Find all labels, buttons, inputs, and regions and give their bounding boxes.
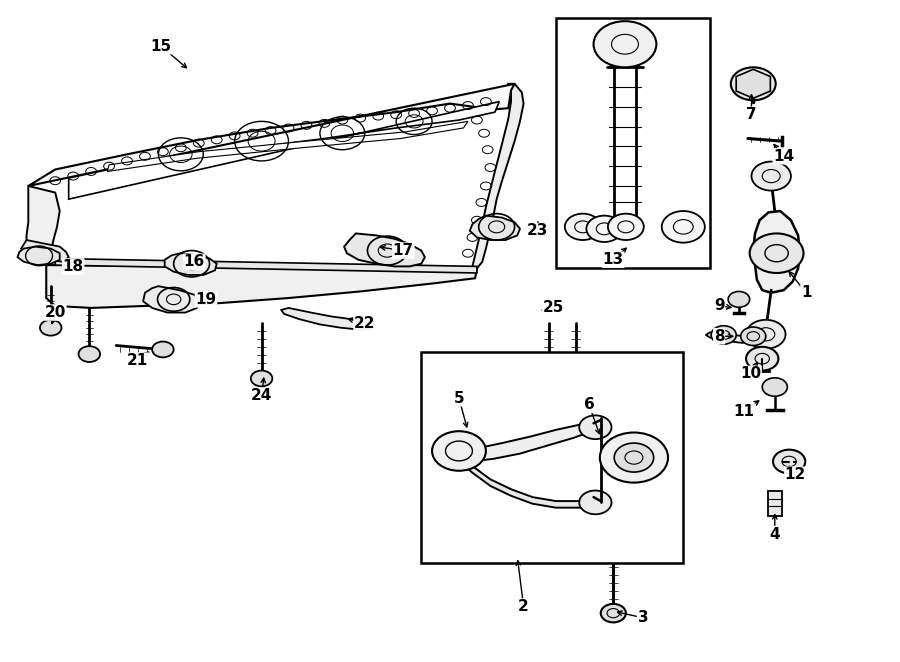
Text: 6: 6 <box>584 397 594 412</box>
Text: 25: 25 <box>543 301 564 315</box>
Circle shape <box>614 443 653 472</box>
Circle shape <box>251 371 273 387</box>
Circle shape <box>594 21 656 68</box>
Text: 13: 13 <box>603 252 624 267</box>
Circle shape <box>600 604 626 622</box>
Circle shape <box>599 432 668 483</box>
Polygon shape <box>470 216 520 240</box>
Polygon shape <box>282 308 374 330</box>
Circle shape <box>762 378 788 397</box>
Circle shape <box>662 211 705 243</box>
Polygon shape <box>459 451 594 508</box>
Circle shape <box>746 320 786 349</box>
Bar <box>768 491 782 516</box>
Polygon shape <box>107 121 468 171</box>
Circle shape <box>40 320 61 336</box>
Text: 4: 4 <box>770 526 780 542</box>
Polygon shape <box>68 101 500 199</box>
Polygon shape <box>143 286 201 312</box>
Polygon shape <box>472 84 524 268</box>
Circle shape <box>580 415 611 439</box>
Polygon shape <box>26 186 59 265</box>
Circle shape <box>565 371 587 387</box>
Text: 19: 19 <box>195 292 217 307</box>
Polygon shape <box>706 332 760 343</box>
Text: 18: 18 <box>63 259 84 274</box>
Circle shape <box>728 291 750 307</box>
Circle shape <box>565 214 600 240</box>
Circle shape <box>773 449 806 473</box>
Circle shape <box>746 347 778 371</box>
Circle shape <box>78 346 100 362</box>
Text: 16: 16 <box>184 254 205 269</box>
Circle shape <box>731 68 776 100</box>
Polygon shape <box>21 240 68 261</box>
Text: 24: 24 <box>251 388 273 403</box>
Circle shape <box>587 216 622 242</box>
Text: 5: 5 <box>454 391 464 406</box>
Circle shape <box>741 327 766 346</box>
Circle shape <box>580 491 611 514</box>
Text: 17: 17 <box>392 243 414 258</box>
Polygon shape <box>55 258 477 273</box>
Circle shape <box>752 162 791 191</box>
Circle shape <box>608 214 643 240</box>
Circle shape <box>432 431 486 471</box>
Bar <box>421 352 683 563</box>
Text: 20: 20 <box>44 305 66 320</box>
Polygon shape <box>753 211 800 293</box>
Text: 22: 22 <box>354 316 375 330</box>
Circle shape <box>152 342 174 357</box>
Text: 1: 1 <box>801 285 812 301</box>
Text: 23: 23 <box>527 223 549 238</box>
Polygon shape <box>46 265 477 308</box>
Polygon shape <box>459 423 594 461</box>
Text: 9: 9 <box>714 299 724 313</box>
Circle shape <box>750 234 804 273</box>
Text: 12: 12 <box>785 467 806 482</box>
Polygon shape <box>604 438 663 473</box>
Polygon shape <box>344 234 425 266</box>
Text: 15: 15 <box>150 38 172 54</box>
Circle shape <box>711 326 736 344</box>
Text: 8: 8 <box>714 329 724 344</box>
Polygon shape <box>165 253 217 275</box>
Polygon shape <box>17 247 59 265</box>
Text: 7: 7 <box>746 107 757 122</box>
Text: 21: 21 <box>127 353 148 368</box>
Text: 10: 10 <box>740 366 761 381</box>
Text: 11: 11 <box>734 404 755 419</box>
Polygon shape <box>736 70 770 98</box>
Text: 14: 14 <box>773 149 795 164</box>
Text: 2: 2 <box>518 599 529 614</box>
Text: 3: 3 <box>637 610 648 626</box>
Bar <box>556 18 710 268</box>
Circle shape <box>538 371 560 387</box>
Polygon shape <box>28 84 515 186</box>
